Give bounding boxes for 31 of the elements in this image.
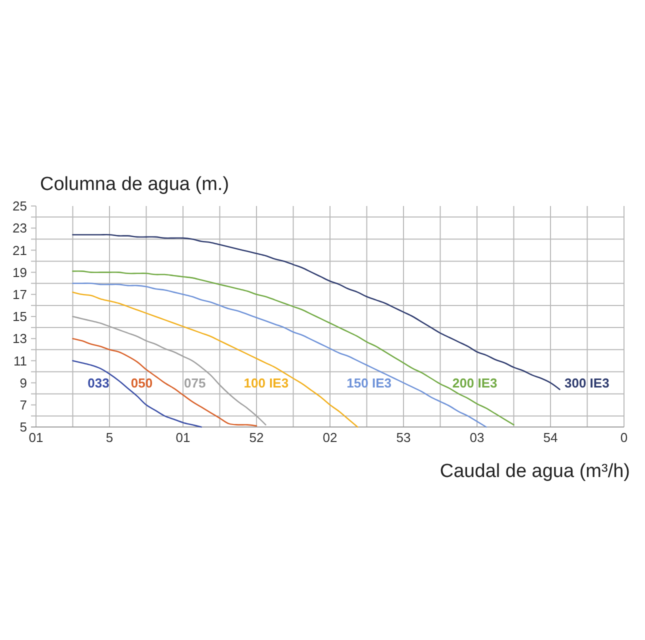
y-tick-label: 23 (12, 220, 27, 236)
series-label: 200 IE3 (452, 375, 498, 390)
x-tick-label: 0 (620, 430, 628, 445)
y-tick-label: 15 (12, 309, 27, 324)
series-label: 075 (184, 375, 206, 390)
y-tick-label: 19 (12, 264, 27, 280)
x-tick-label: 54 (543, 430, 558, 445)
y-tick-label: 5 (20, 420, 27, 435)
line-series (72, 270, 514, 426)
y-tick-label: 7 (20, 397, 27, 412)
series-label: 100 IE3 (244, 375, 289, 390)
x-tick-label: 53 (396, 430, 411, 445)
series-label: 150 IE3 (346, 375, 392, 390)
y-tick-label: 13 (12, 331, 27, 346)
y-axis-title: Columna de agua (m.) (40, 174, 230, 195)
x-tick-label: 5 (106, 430, 114, 445)
y-tick-label: 25 (12, 198, 27, 214)
y-tick-label: 21 (12, 242, 27, 258)
x-tick-label: 01 (176, 430, 190, 445)
y-tick-label: 11 (14, 353, 27, 368)
x-tick-label: 01 (28, 430, 44, 445)
x-tick-label: 02 (322, 430, 338, 445)
series-label: 300 IE3 (564, 375, 610, 390)
x-tick-label: 03 (470, 430, 484, 445)
x-tick-label: 52 (249, 430, 264, 445)
series-label: 050 (130, 375, 153, 390)
y-tick-label: 9 (20, 375, 27, 390)
y-tick-label: 17 (12, 286, 27, 302)
x-axis-title: Caudal de agua (m³/h) (440, 461, 630, 482)
line-series (72, 234, 560, 390)
series-label: 033 (88, 375, 110, 390)
